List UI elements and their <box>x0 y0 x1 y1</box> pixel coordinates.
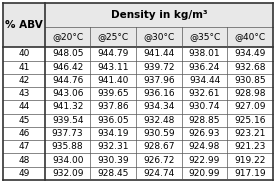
Text: 939.72: 939.72 <box>143 63 175 72</box>
Text: 941.44: 941.44 <box>143 49 174 58</box>
Text: 944.79: 944.79 <box>98 49 129 58</box>
Text: 922.99: 922.99 <box>189 156 220 165</box>
Text: 935.88: 935.88 <box>52 142 83 151</box>
Text: 936.16: 936.16 <box>143 89 175 98</box>
Text: 46: 46 <box>18 129 30 138</box>
Text: 939.65: 939.65 <box>97 89 129 98</box>
Text: 944.76: 944.76 <box>52 76 83 85</box>
Text: 930.39: 930.39 <box>97 156 129 165</box>
Text: 924.98: 924.98 <box>189 142 220 151</box>
Text: 934.34: 934.34 <box>143 102 175 111</box>
Text: 41: 41 <box>18 63 30 72</box>
Text: 938.01: 938.01 <box>189 49 220 58</box>
Bar <box>136 27 182 47</box>
Text: Density in kg/m³: Density in kg/m³ <box>111 10 207 20</box>
Text: 44: 44 <box>18 102 30 111</box>
Bar <box>3 154 273 167</box>
Bar <box>182 27 227 47</box>
Text: 932.68: 932.68 <box>234 63 266 72</box>
Text: 917.19: 917.19 <box>234 169 266 178</box>
Text: 932.09: 932.09 <box>52 169 83 178</box>
Text: 939.54: 939.54 <box>52 116 83 125</box>
Text: 928.45: 928.45 <box>98 169 129 178</box>
Text: 937.96: 937.96 <box>143 76 175 85</box>
Text: 924.74: 924.74 <box>143 169 174 178</box>
Text: 932.61: 932.61 <box>189 89 220 98</box>
Text: @30°C: @30°C <box>143 33 174 42</box>
Text: @40°C: @40°C <box>235 33 266 42</box>
Text: 926.72: 926.72 <box>143 156 175 165</box>
Text: 45: 45 <box>18 116 30 125</box>
Text: 934.00: 934.00 <box>52 156 83 165</box>
Text: @20°C: @20°C <box>52 33 83 42</box>
Text: 928.98: 928.98 <box>234 89 266 98</box>
Text: 934.44: 934.44 <box>189 76 220 85</box>
Text: 928.67: 928.67 <box>143 142 175 151</box>
Bar <box>3 114 273 127</box>
Text: % ABV: % ABV <box>5 20 43 30</box>
Text: 923.21: 923.21 <box>235 129 266 138</box>
Bar <box>3 74 273 87</box>
Text: 926.93: 926.93 <box>189 129 220 138</box>
Text: 941.32: 941.32 <box>52 102 83 111</box>
Text: 932.31: 932.31 <box>97 142 129 151</box>
Bar <box>3 3 45 47</box>
Text: 930.85: 930.85 <box>234 76 266 85</box>
Text: 928.85: 928.85 <box>189 116 220 125</box>
Text: 925.16: 925.16 <box>234 116 266 125</box>
Text: 946.42: 946.42 <box>52 63 83 72</box>
Text: 42: 42 <box>18 76 30 85</box>
Text: 47: 47 <box>18 142 30 151</box>
Text: @35°C: @35°C <box>189 33 220 42</box>
Text: 932.48: 932.48 <box>143 116 175 125</box>
Bar <box>3 100 273 114</box>
Text: 927.09: 927.09 <box>234 102 266 111</box>
Bar <box>45 27 91 47</box>
Text: 48: 48 <box>18 156 30 165</box>
Text: 936.05: 936.05 <box>97 116 129 125</box>
Text: 941.40: 941.40 <box>98 76 129 85</box>
Bar <box>3 140 273 154</box>
Text: 930.59: 930.59 <box>143 129 175 138</box>
Text: 936.24: 936.24 <box>189 63 220 72</box>
Bar <box>3 47 273 61</box>
Bar <box>3 61 273 74</box>
Text: 40: 40 <box>18 49 30 58</box>
Text: 948.05: 948.05 <box>52 49 83 58</box>
Text: 930.74: 930.74 <box>189 102 220 111</box>
Text: 934.19: 934.19 <box>97 129 129 138</box>
Text: @25°C: @25°C <box>98 33 129 42</box>
Text: 920.99: 920.99 <box>189 169 220 178</box>
Bar <box>227 27 273 47</box>
Bar <box>3 87 273 100</box>
Bar <box>3 167 273 180</box>
Text: 934.49: 934.49 <box>235 49 266 58</box>
Bar <box>3 127 273 140</box>
Text: 43: 43 <box>18 89 30 98</box>
Text: 943.11: 943.11 <box>97 63 129 72</box>
Text: 49: 49 <box>18 169 30 178</box>
Bar <box>91 27 136 47</box>
Text: 937.86: 937.86 <box>97 102 129 111</box>
Text: 921.23: 921.23 <box>235 142 266 151</box>
Bar <box>45 3 273 27</box>
Text: 943.06: 943.06 <box>52 89 83 98</box>
Text: 919.22: 919.22 <box>235 156 266 165</box>
Text: 937.73: 937.73 <box>52 129 83 138</box>
